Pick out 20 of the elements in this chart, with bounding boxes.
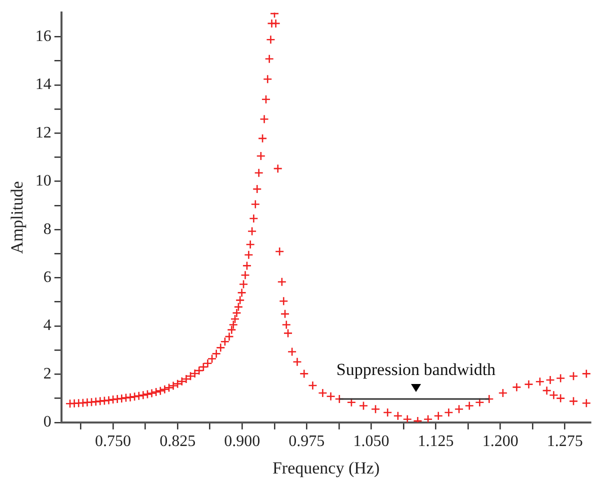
y-tick-label: 8 xyxy=(43,220,52,238)
x-tick-label: 1.275 xyxy=(546,433,583,450)
x-axis-title: Frequency (Hz) xyxy=(272,458,380,478)
y-tick-label: 10 xyxy=(35,172,52,190)
x-tick-label: 1.050 xyxy=(353,433,390,450)
y-tick-label: 12 xyxy=(35,124,52,142)
y-tick-label: 6 xyxy=(43,268,52,286)
x-tick-label: 1.125 xyxy=(418,433,454,450)
y-tick-label: 16 xyxy=(35,28,52,45)
x-tick-label: 0.900 xyxy=(224,433,260,450)
x-tick-label: 0.750 xyxy=(95,433,132,450)
annotation: Suppression bandwidth xyxy=(336,360,496,380)
x-tick-label: 0.975 xyxy=(288,433,325,450)
y-tick-label: 4 xyxy=(43,317,52,334)
y-axis-title: Amplitude xyxy=(8,181,27,254)
x-tick-label: 0.825 xyxy=(160,433,196,450)
y-tick-label: 2 xyxy=(43,365,52,382)
y-tick-label: 14 xyxy=(35,76,52,94)
y-tick-label: 0 xyxy=(43,414,52,431)
x-tick-label: 1.200 xyxy=(482,433,518,450)
